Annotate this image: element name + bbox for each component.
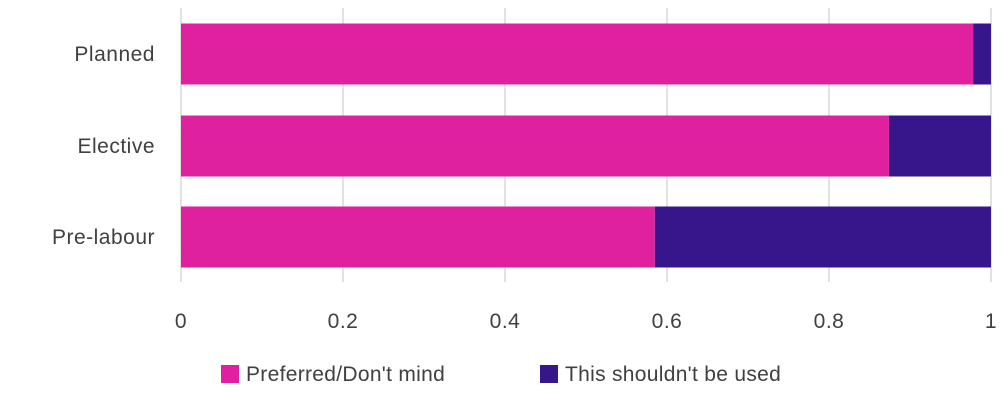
category-label: Pre-labour <box>52 226 155 249</box>
x-tick-label: 0 <box>175 310 187 333</box>
category-labels: Planned Elective Pre-labour <box>52 43 155 249</box>
legend-swatch <box>540 365 558 383</box>
bar-elective-series-1 <box>181 115 889 177</box>
x-axis-tick-labels: 0 0.2 0.4 0.6 0.8 1 <box>175 310 997 333</box>
bar-elective-series-2 <box>888 115 991 177</box>
bars <box>181 23 991 268</box>
x-tick-label: 0.2 <box>328 310 359 333</box>
category-label: Elective <box>77 135 155 158</box>
category-label: Planned <box>74 43 155 66</box>
legend-label: This shouldn't be used <box>565 363 781 386</box>
bar-planned-series-1 <box>181 23 974 85</box>
legend: Preferred/Don't mind This shouldn't be us… <box>221 363 781 386</box>
bar-pre-labour-series-2 <box>654 206 991 268</box>
x-tick-label: 0.4 <box>490 310 521 333</box>
bar-pre-labour-series-1 <box>181 206 655 268</box>
x-tick-label: 0.8 <box>814 310 845 333</box>
bar-planned-series-2 <box>973 23 991 85</box>
legend-label: Preferred/Don't mind <box>246 363 445 386</box>
x-tick-label: 1 <box>985 310 997 333</box>
x-tick-label: 0.6 <box>652 310 683 333</box>
legend-swatch <box>221 365 239 383</box>
